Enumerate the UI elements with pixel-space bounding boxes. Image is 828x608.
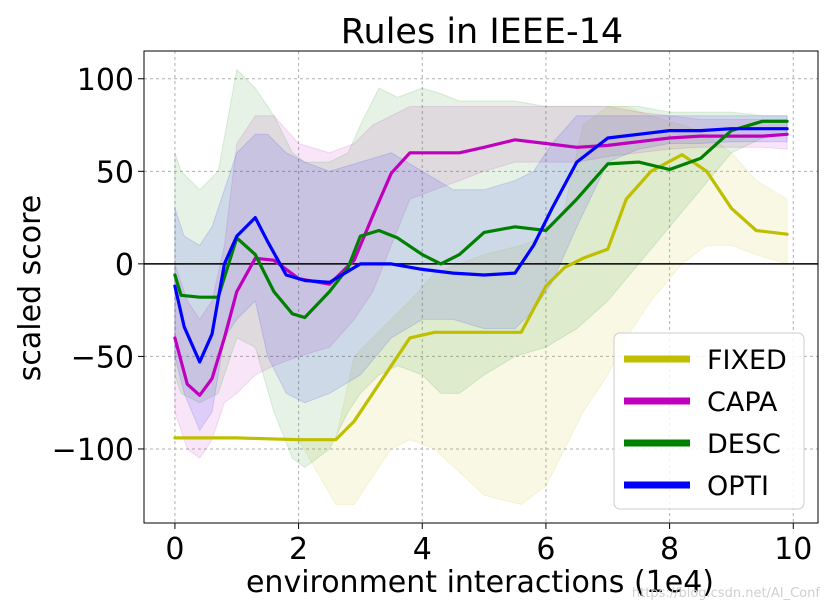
x-tick-label: 0 [165,532,184,567]
y-axis-ticks: −100 −50 0 50 100 [52,63,144,468]
y-tick-label: 100 [77,63,134,98]
x-axis-ticks: 0 2 4 6 8 10 [165,523,812,567]
legend-box [613,332,805,510]
y-axis-label: scaled score [13,195,48,382]
legend: FIXED CAPA DESC OPTI [613,332,805,510]
fixed-legend-label: FIXED [707,345,787,376]
x-tick-label: 8 [660,532,679,567]
line-layer [173,119,789,442]
x-tick-label: 6 [536,532,555,567]
legend-entries: FIXED CAPA DESC OPTI [624,345,787,502]
opti-legend-label: OPTI [707,471,769,502]
capa-series-line [173,132,789,397]
x-axis-label: environment interactions (1e4) [246,565,714,600]
opti-series-line [173,127,789,364]
y-tick-label: 0 [115,248,134,283]
x-tick-label: 10 [774,532,812,567]
x-tick-label: 2 [289,532,308,567]
watermark-text: https://blog.csdn.net/AI_Conf [632,586,821,601]
capa-confidence-band [174,106,788,459]
chart-title: Rules in IEEE-14 [341,12,623,52]
fixed-series-line [173,153,789,442]
desc-series-line [173,119,789,320]
band-layer [174,68,788,506]
y-tick-label: −50 [71,340,134,375]
fixed-confidence-band [174,106,788,506]
opti-confidence-band [174,115,788,432]
y-tick-label: 50 [96,155,134,190]
x-tick-label: 4 [413,532,432,567]
desc-legend-label: DESC [707,429,781,460]
plot-frame [143,50,819,524]
y-tick-label: −100 [52,433,134,468]
capa-legend-label: CAPA [707,387,778,418]
